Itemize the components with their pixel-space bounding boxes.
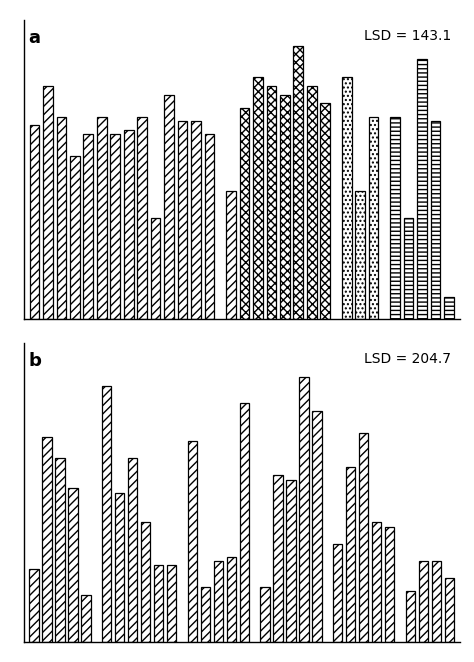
- Bar: [128, 458, 137, 642]
- Bar: [110, 134, 120, 319]
- Bar: [167, 565, 176, 642]
- Bar: [369, 117, 378, 319]
- Bar: [356, 191, 365, 319]
- Bar: [42, 437, 52, 642]
- Bar: [240, 402, 249, 642]
- Bar: [151, 218, 160, 319]
- Bar: [137, 117, 147, 319]
- Bar: [55, 458, 65, 642]
- Bar: [307, 86, 317, 319]
- Bar: [102, 386, 111, 642]
- Bar: [205, 134, 214, 319]
- Text: LSD = 143.1: LSD = 143.1: [364, 29, 451, 43]
- Bar: [320, 103, 330, 319]
- Bar: [154, 565, 164, 642]
- Bar: [178, 121, 187, 319]
- Bar: [82, 595, 91, 642]
- Bar: [273, 475, 283, 642]
- Bar: [70, 156, 80, 319]
- Bar: [253, 77, 263, 319]
- Bar: [266, 86, 276, 319]
- Bar: [280, 95, 290, 319]
- Bar: [346, 467, 356, 642]
- Bar: [29, 569, 39, 642]
- Bar: [260, 587, 270, 642]
- Bar: [201, 587, 210, 642]
- Bar: [445, 578, 454, 642]
- Bar: [191, 121, 201, 319]
- Bar: [239, 108, 249, 319]
- Bar: [406, 591, 415, 642]
- Bar: [444, 297, 454, 319]
- Text: LSD = 204.7: LSD = 204.7: [364, 352, 451, 366]
- Bar: [300, 377, 309, 642]
- Bar: [188, 442, 197, 642]
- Bar: [333, 544, 342, 642]
- Bar: [214, 561, 223, 642]
- Text: b: b: [28, 352, 41, 370]
- Bar: [43, 86, 53, 319]
- Bar: [68, 489, 78, 642]
- Bar: [312, 411, 322, 642]
- Bar: [227, 557, 236, 642]
- Bar: [372, 522, 382, 642]
- Text: a: a: [28, 29, 40, 47]
- Bar: [385, 527, 394, 642]
- Bar: [286, 480, 296, 642]
- Bar: [83, 134, 93, 319]
- Bar: [342, 77, 352, 319]
- Bar: [293, 46, 303, 319]
- Bar: [431, 121, 440, 319]
- Bar: [141, 522, 150, 642]
- Bar: [29, 126, 39, 319]
- Bar: [432, 561, 441, 642]
- Bar: [164, 95, 174, 319]
- Bar: [390, 117, 400, 319]
- Bar: [97, 117, 107, 319]
- Bar: [56, 117, 66, 319]
- Bar: [417, 60, 427, 319]
- Bar: [359, 433, 368, 642]
- Bar: [419, 561, 428, 642]
- Bar: [226, 191, 236, 319]
- Bar: [124, 130, 134, 319]
- Bar: [404, 218, 413, 319]
- Bar: [115, 493, 124, 642]
